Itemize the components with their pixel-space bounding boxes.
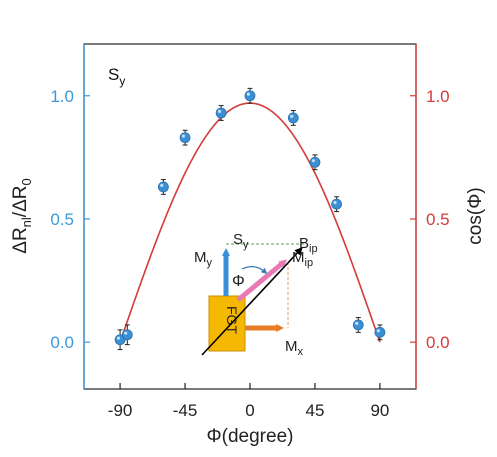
bip-label: Bip: [299, 235, 318, 255]
my-label: My: [194, 249, 213, 269]
bip-arrow: [201, 247, 303, 356]
sy-label: Sy: [233, 231, 249, 251]
data-point: [331, 198, 343, 210]
data-point-highlight: [160, 183, 164, 187]
data-point-highlight: [376, 329, 380, 333]
data-point-highlight: [311, 159, 315, 163]
x-axis-label: Φ(degree): [207, 426, 294, 447]
y-tick-label-left: 1.0: [50, 87, 74, 106]
data-point: [309, 156, 321, 168]
cosine-fit-curve: [119, 102, 381, 343]
y-tick-label-left: 0.5: [50, 210, 74, 229]
y-tick-label-right: 1.0: [426, 87, 450, 106]
y-tick-label-right: 0.5: [426, 210, 450, 229]
y-tick-label-left: 0.0: [50, 333, 74, 352]
mip-label: Mip: [292, 249, 313, 269]
y-axis-label-left: ΔRnl/ΔR0: [10, 178, 34, 253]
x-tick-label: 90: [370, 401, 389, 420]
panel-label: Sy: [108, 65, 125, 88]
mx-label: Mx: [285, 338, 304, 358]
y-axis-label-right: cos(Φ): [465, 187, 486, 244]
data-point: [215, 107, 227, 119]
data-point-highlight: [333, 200, 337, 205]
phi-label: Φ: [232, 273, 245, 290]
x-tick-label: 45: [305, 401, 324, 420]
data-point: [287, 112, 299, 124]
data-point-highlight: [290, 114, 294, 118]
mip-arrow: [236, 259, 288, 302]
data-point: [374, 326, 386, 338]
phi-arc: [241, 266, 268, 275]
data-point-highlight: [246, 92, 250, 96]
data-point: [121, 329, 133, 341]
data-point-highlight: [355, 321, 359, 325]
x-tick-label: 0: [245, 401, 254, 420]
inset-schematic: FGT My Sy Φ Mip Bip Mx: [194, 231, 318, 358]
data-point: [352, 319, 364, 331]
fgt-label: FGT: [224, 306, 240, 334]
data-point: [244, 90, 256, 102]
data-point-highlight: [181, 134, 186, 138]
x-tick-label: -45: [173, 401, 198, 420]
data-point: [157, 181, 169, 193]
data-point: [179, 132, 191, 144]
x-tick-label: -90: [108, 401, 133, 420]
y-tick-label-right: 0.0: [426, 333, 450, 352]
data-point-highlight: [217, 109, 222, 113]
data-point-highlight: [124, 331, 128, 335]
data-point-highlight: [116, 336, 121, 340]
